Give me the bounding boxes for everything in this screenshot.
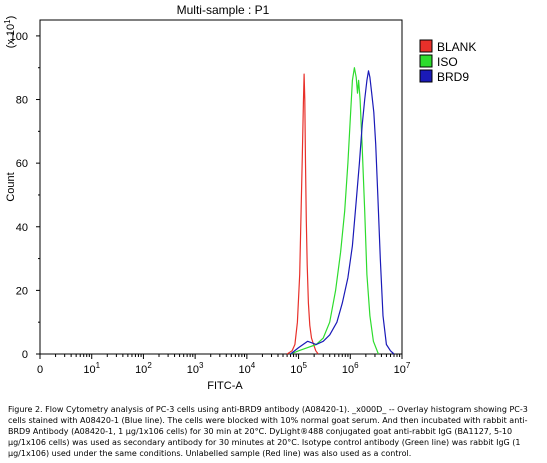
x-axis: 0 101 102 103 104 105 106 107 bbox=[37, 354, 411, 376]
x-tick-label: 101 bbox=[83, 361, 100, 376]
legend-label: ISO bbox=[437, 55, 458, 69]
legend-swatch-iso bbox=[419, 54, 433, 68]
x-tick-label: 0 bbox=[37, 364, 43, 376]
x-tick-label: 102 bbox=[135, 361, 152, 376]
x-tick-label: 103 bbox=[187, 361, 204, 376]
y-tick-label: 20 bbox=[16, 285, 28, 297]
figure-caption: Figure 2. Flow Cytometry analysis of PC-… bbox=[8, 405, 528, 458]
legend-swatch-blank bbox=[419, 39, 433, 53]
legend-swatch-brd9 bbox=[419, 69, 433, 83]
y-axis-label: Count bbox=[5, 172, 17, 201]
y-multiplier-label: (x 101) bbox=[3, 16, 17, 49]
chart-title: Multi-sample : P1 bbox=[177, 3, 270, 17]
series-layer bbox=[286, 67, 395, 355]
plot-frame bbox=[39, 19, 403, 355]
x-axis-label: FITC-A bbox=[207, 380, 243, 392]
y-tick-label: 60 bbox=[16, 158, 28, 170]
x-tick-label: 107 bbox=[394, 361, 411, 376]
y-tick-label: 0 bbox=[22, 349, 28, 361]
legend-label: BRD9 bbox=[437, 70, 469, 84]
y-tick-label: 40 bbox=[16, 222, 28, 234]
flow-cytometry-chart: Multi-sample : P1 0 20 40 60 80 100 0 101 102 10… bbox=[3, 3, 476, 392]
series-line-iso bbox=[290, 67, 379, 355]
series-line-blank bbox=[286, 73, 319, 355]
x-tick-label: 104 bbox=[239, 361, 256, 376]
y-tick-label: 100 bbox=[10, 31, 28, 43]
y-tick-label: 80 bbox=[16, 95, 28, 107]
x-tick-label: 105 bbox=[290, 361, 307, 376]
x-tick-label: 106 bbox=[342, 361, 359, 376]
y-axis: 0 20 40 60 80 100 bbox=[10, 31, 40, 361]
legend-label: BLANK bbox=[437, 40, 476, 54]
series-line-brd9 bbox=[290, 70, 395, 355]
